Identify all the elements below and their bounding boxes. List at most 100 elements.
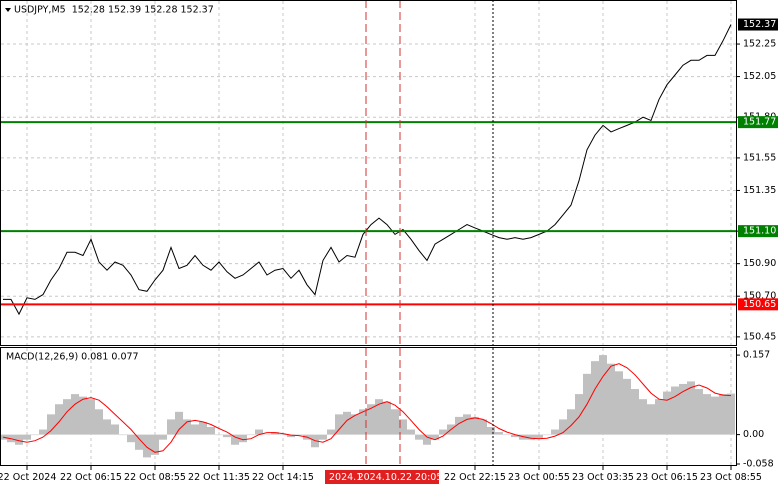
macd-pane-border [0,347,737,466]
histogram-bar [399,419,407,435]
histogram-bar [239,434,247,443]
histogram-bar [207,427,215,435]
highlight-label-box [361,470,439,484]
histogram-bar [295,434,303,436]
y-tick-label: 151.55 [743,152,776,163]
histogram-bar [263,434,271,436]
x-tick-label: 22 Oct 2024 [0,472,56,483]
histogram-bar [495,432,503,435]
y-tick-label: 150.70 [743,291,776,302]
histogram-bar [575,394,583,435]
histogram-bar [367,404,375,435]
histogram-bar [655,399,663,435]
histogram-bar [551,429,559,435]
y-tick-label: 0.157 [743,350,770,361]
histogram-bar [423,434,431,445]
highlight-label-box [325,470,367,484]
histogram-bar [103,419,111,435]
histogram-bar [519,434,527,440]
chart-title: USDJPY,M5 152.28 152.39 152.28 152.37 [14,5,214,16]
x-tick-label: 22 Oct 14:15 [252,472,314,483]
histogram-bar [359,409,367,435]
histogram-bar [487,427,495,435]
histogram-bar [407,429,415,435]
histogram-bar [511,434,519,438]
histogram-bar [79,396,87,435]
histogram-bar [255,429,263,435]
histogram-bar [639,399,647,435]
histogram-bar [175,411,183,435]
histogram-bar [415,434,423,440]
histogram-bar [247,434,255,436]
histogram-bar [375,399,383,435]
histogram-bar [687,381,695,435]
histogram-bar [23,434,31,440]
histogram-bar [471,416,479,435]
histogram-bar [223,434,231,438]
histogram-bar [31,434,39,436]
histogram-bar [87,399,95,435]
signal-line [2,363,732,453]
histogram-bar [215,434,223,436]
histogram-bar [63,399,71,435]
histogram-bar [351,414,359,435]
axis-labels: 150.45 150.70 150.90 151.10 151.35 151.55 151.… [0,18,778,483]
histogram-bar [39,429,47,435]
highlight-label: 2024.10.22 20:05 [358,472,443,483]
histogram-bar [327,429,335,435]
histogram-bar [615,371,623,435]
histogram-bar [711,396,719,435]
histogram-bar [159,434,167,440]
histogram-bar [191,424,199,435]
histogram-bar [55,404,63,435]
histogram-bar [143,434,151,458]
histogram-bar [703,394,711,435]
x-tick-label: 23 Oct 08:55 [700,472,762,483]
histogram-bar [319,434,327,440]
histogram-bar [623,378,631,435]
y-tick-label: 152.25 [743,39,776,50]
histogram-bar [71,394,79,435]
x-tick-label: 23 Oct 00:55 [508,472,570,483]
histogram-bar [527,434,535,440]
x-tick-label: 22 Oct 22:15 [444,472,506,483]
histogram-bar [671,386,679,435]
histogram-bar [559,419,567,435]
histogram-bar [607,363,615,435]
histogram-bar [343,411,351,435]
histogram-bar [287,434,295,438]
menu-arrow[interactable] [5,8,11,12]
histogram-bar [151,434,159,455]
level-label-box [738,225,778,238]
histogram-bar [543,434,551,436]
histogram-bar [567,409,575,435]
histogram-bar [647,404,655,435]
y-tick-label: 0.00 [743,429,764,440]
histogram-bar [727,393,735,435]
histogram-bar [463,414,471,435]
level-label: 151.10 [743,226,776,237]
indicator-title: MACD(12,26,9) 0.081 0.077 [6,352,139,363]
highlight-label: 2024.1( [329,472,366,483]
price-line [3,24,732,316]
marks [0,24,736,458]
histogram-bar [479,419,487,435]
histogram-bar [599,355,607,435]
histogram-bar [431,434,439,440]
x-tick-label: 22 Oct 08:55 [124,472,186,483]
histogram-bar [335,414,343,435]
histogram-bar [183,419,191,435]
level-label: 151.77 [743,117,776,128]
histogram-bar [199,421,207,435]
histogram-bar [383,401,391,435]
price-pane-border [0,0,737,346]
histogram-bar [95,409,103,435]
y-tick-label: 151.35 [743,185,776,196]
histogram-bar [167,419,175,435]
price-label-box [738,18,778,31]
histogram-bar [695,389,703,435]
level-label-box [738,116,778,129]
histogram-bar [135,434,143,450]
histogram-bar [47,414,55,435]
